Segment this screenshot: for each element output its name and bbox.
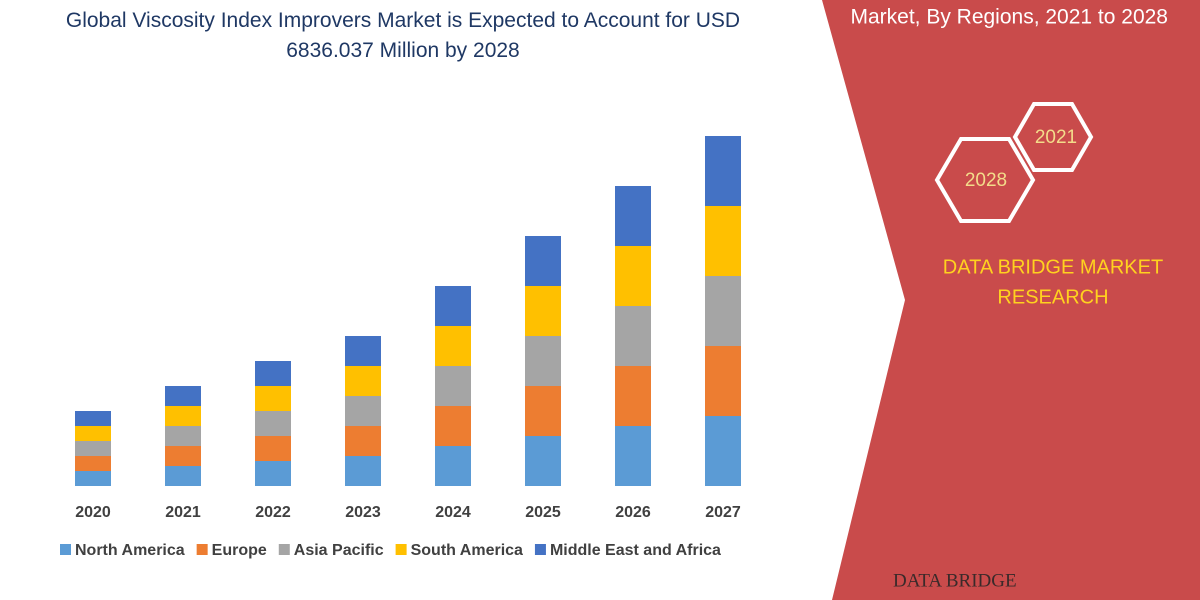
bar-segment: [435, 326, 471, 366]
bar-segment: [255, 361, 291, 386]
bar-segment: [75, 411, 111, 426]
bar-segment: [435, 366, 471, 406]
bar-segment: [165, 466, 201, 486]
legend-label: North America: [75, 542, 185, 559]
legend-swatch: [60, 544, 71, 555]
bar-segment: [705, 276, 741, 346]
bar-segment: [435, 446, 471, 486]
legend-label: South America: [411, 542, 523, 559]
x-tick-label: 2025: [525, 504, 561, 521]
x-tick-label: 2021: [165, 504, 201, 521]
bar-segment: [255, 411, 291, 436]
bar-segment: [705, 416, 741, 486]
bar-segment: [75, 456, 111, 471]
bar-segment: [345, 396, 381, 426]
bar-segment: [75, 426, 111, 441]
bar-segment: [75, 471, 111, 486]
bar-segment: [615, 366, 651, 426]
x-tick-label: 2026: [615, 504, 651, 521]
brand: DATA BRIDGE MARKET: [943, 256, 1163, 278]
panel-subtitle: Market, By Regions, 2021 to 2028: [850, 6, 1168, 29]
legend-swatch: [395, 544, 407, 555]
bar-segment: [435, 286, 471, 326]
x-tick-label: 2022: [255, 504, 291, 521]
side-panel-bg: [822, 0, 1200, 600]
brand: RESEARCH: [997, 286, 1108, 308]
bar-segment: [525, 386, 561, 436]
hexagon: [1012, 102, 1094, 172]
bar-segment: [525, 286, 561, 336]
x-tick-label: 2020: [75, 504, 111, 521]
hexagon: [934, 137, 1036, 223]
bar-segment: [255, 461, 291, 486]
bar-segment: [165, 406, 201, 426]
bar-segment: [255, 436, 291, 461]
bar-segment: [525, 436, 561, 486]
legend-swatch: [534, 544, 546, 555]
bar-segment: [615, 246, 651, 306]
badge: 2028: [965, 170, 1007, 191]
bar-segment: [165, 426, 201, 446]
bar-segment: [615, 186, 651, 246]
bar-segment: [435, 406, 471, 446]
legend-label: Middle East and Africa: [550, 542, 721, 559]
bar-segment: [345, 456, 381, 486]
bar-segment: [345, 336, 381, 366]
legend-swatch: [196, 544, 208, 555]
footer-logo: DATA BRIDGE: [893, 570, 1017, 591]
bar-segment: [525, 336, 561, 386]
bar-segment: [345, 426, 381, 456]
bar-segment: [705, 136, 741, 206]
bar-segment: [615, 426, 651, 486]
legend-label: Asia Pacific: [294, 542, 384, 559]
chart-title: Global Viscosity Index Improvers Market …: [65, 9, 741, 62]
badge: 2021: [1035, 127, 1077, 148]
bar-segment: [525, 236, 561, 286]
legend-label: Europe: [212, 542, 267, 559]
bar-segment: [165, 386, 201, 406]
x-tick-label: 2024: [435, 504, 471, 521]
legend-swatch: [278, 544, 290, 555]
bar-segment: [75, 441, 111, 456]
x-tick-label: 2023: [345, 504, 381, 521]
bar-segment: [345, 366, 381, 396]
bar-segment: [615, 306, 651, 366]
x-tick-label: 2027: [705, 504, 741, 521]
bar-segment: [255, 386, 291, 411]
bar-segment: [705, 206, 741, 276]
bar-segment: [165, 446, 201, 466]
bar-segment: [705, 346, 741, 416]
